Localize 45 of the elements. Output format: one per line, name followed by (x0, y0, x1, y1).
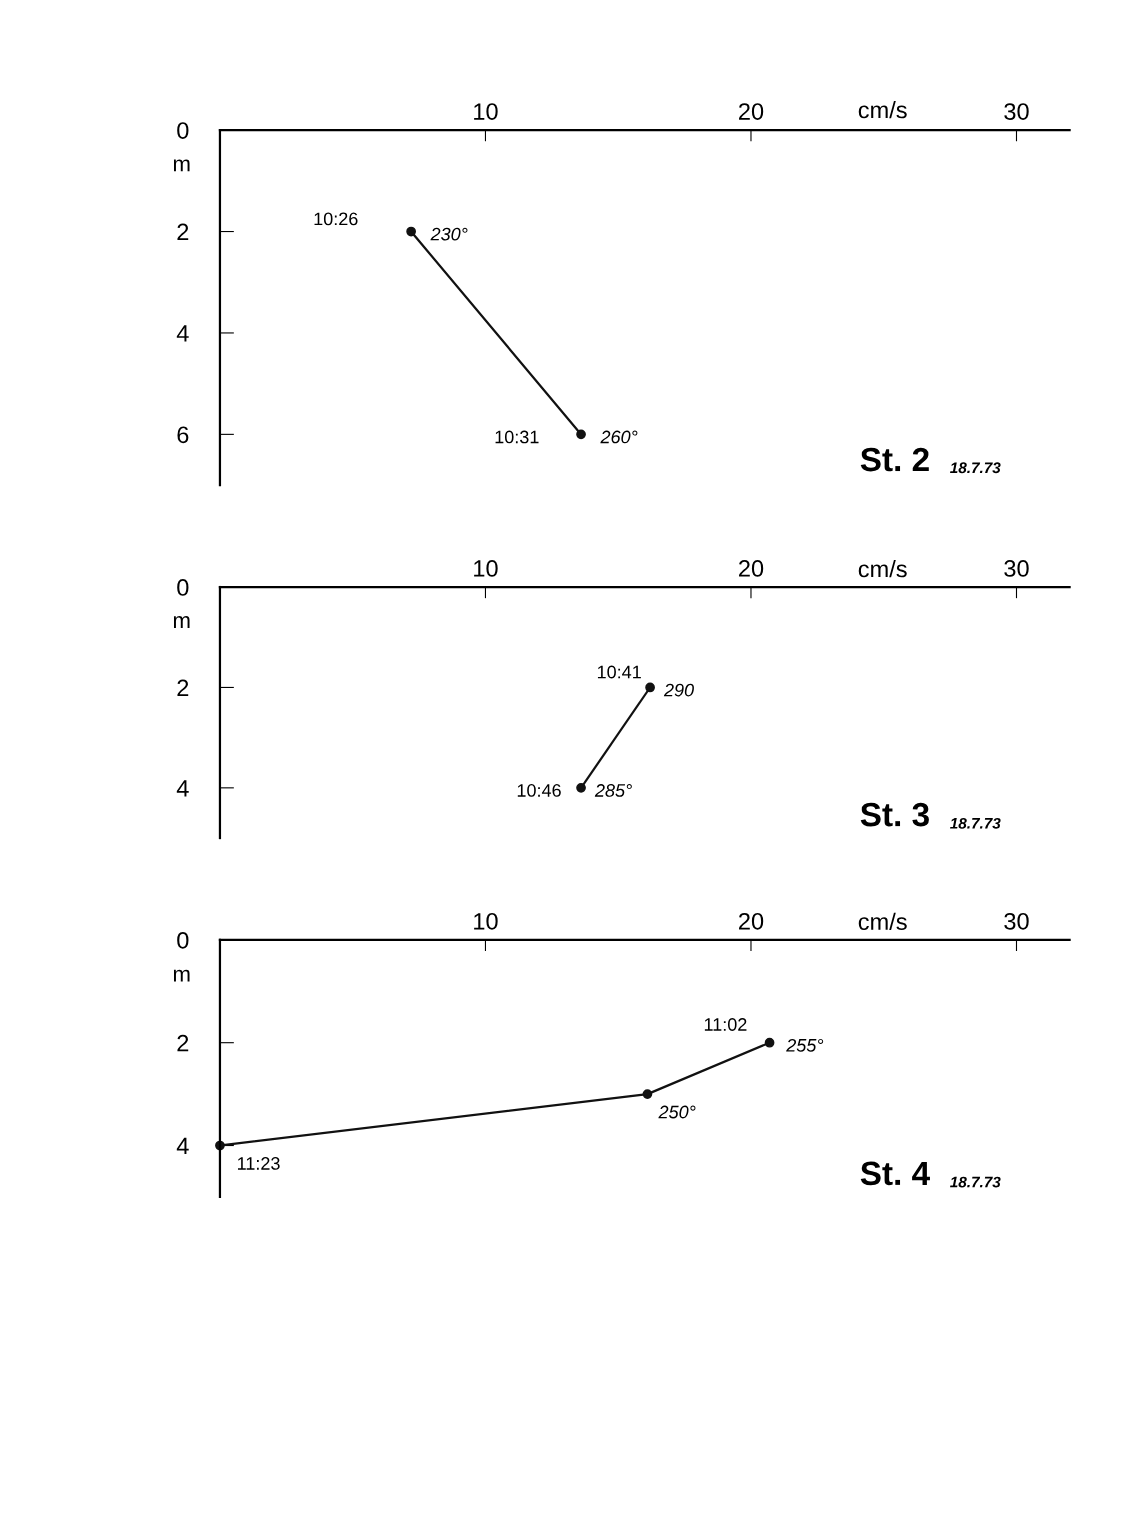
y-tick-label: 2 (177, 1034, 189, 1052)
annotation: 255° (786, 1038, 824, 1052)
annotation: 10:26 (314, 212, 358, 226)
annotation: 230° (430, 227, 468, 241)
annotation: 285° (594, 784, 632, 797)
x-axis-title: cm/s (858, 101, 907, 119)
text: 18.7.73 (950, 1176, 1001, 1188)
annotation: 290 (663, 683, 694, 697)
y-axis-title: m (173, 969, 190, 982)
annotation: 260° (600, 430, 638, 444)
x-tick-label: 10 (474, 560, 498, 577)
y-tick-label: 2 (177, 223, 189, 241)
x-tick-label: 10 (474, 103, 498, 120)
y-tick-label: 4 (176, 1137, 189, 1155)
y-tick-label: 2 (177, 679, 189, 696)
x-tick-label: 20 (739, 912, 764, 930)
annotation: 10:31 (495, 430, 539, 444)
y-axis-title: m (173, 159, 190, 172)
annotation: 250° (658, 1105, 696, 1119)
annotation: 11:23 (237, 1157, 280, 1170)
text: 18.7.73 (950, 462, 1001, 474)
annotation: 10:41 (597, 665, 641, 679)
y-tick-label: 4 (176, 780, 189, 797)
x-tick-label: 30 (1004, 103, 1029, 120)
text: 18.7.73 (950, 817, 1001, 829)
point (642, 1089, 653, 1099)
annotation: 11:02 (704, 1018, 747, 1031)
y-tick-label: 6 (177, 426, 189, 444)
y-tick-label: 0 (177, 122, 189, 139)
x-tick-label: 20 (739, 560, 764, 577)
x-tick-label: 20 (739, 103, 764, 120)
y-tick-label: 0 (177, 579, 189, 596)
x-tick-label: 10 (474, 912, 498, 930)
y-tick-label: 0 (177, 931, 189, 949)
x-tick-label: 30 (1004, 912, 1029, 930)
text: St. 3 (860, 802, 929, 827)
annotation: 10:46 (517, 784, 561, 797)
x-tick-label: 30 (1004, 560, 1029, 577)
x-axis-title: cm/s (858, 912, 907, 931)
x-axis-title: cm/s (858, 560, 907, 578)
y-tick-label: 4 (176, 325, 189, 342)
point (764, 1037, 775, 1048)
text: St. 2 (860, 447, 929, 472)
y-axis-title: m (173, 615, 190, 628)
text: St. 4 (860, 1161, 930, 1186)
